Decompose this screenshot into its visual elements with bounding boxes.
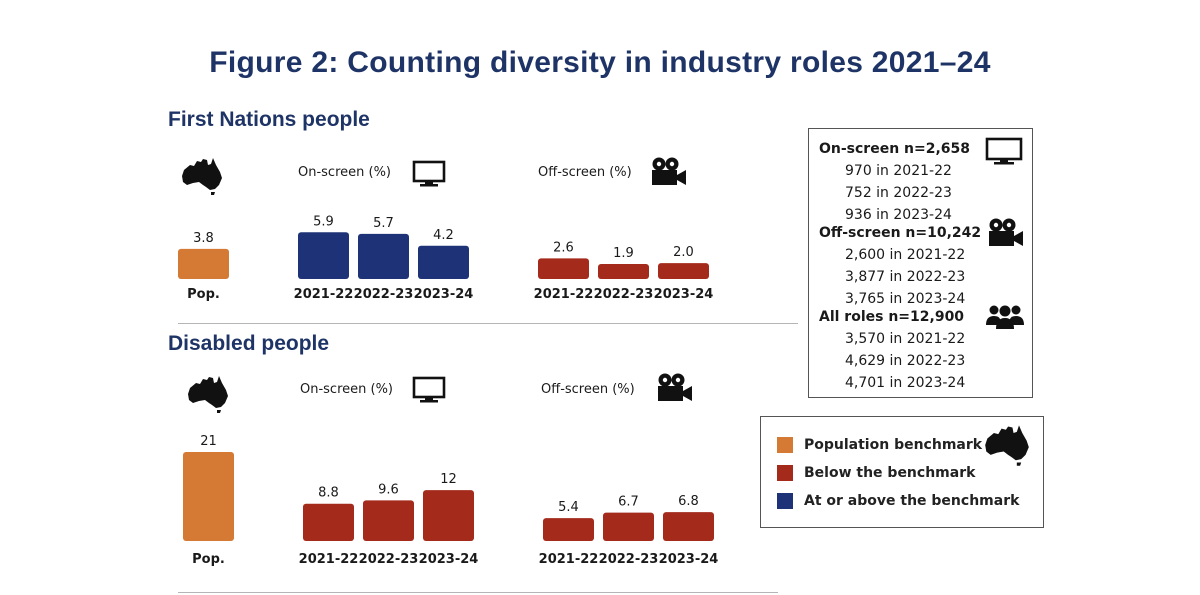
film-camera-icon (989, 218, 1023, 246)
legend-label: Below the benchmark (804, 465, 976, 481)
off-screen-sample-line: 3,765 in 2023-24 (845, 291, 966, 307)
bar (663, 512, 714, 541)
bar (418, 245, 469, 279)
bar-value-label: 6.7 (618, 495, 639, 510)
off-screen-sample-line: 2,600 in 2021-22 (845, 247, 966, 263)
figure-title: Figure 2: Counting diversity in industry… (209, 46, 991, 79)
bar (423, 490, 474, 541)
legend-swatch (777, 493, 793, 509)
bar (603, 512, 654, 541)
tv-icon (985, 137, 1023, 165)
section-title-disabled: Disabled people (168, 332, 330, 355)
panel-heading: On-screen (%) (300, 382, 393, 397)
on-screen-sample-line: 936 in 2023-24 (845, 207, 952, 223)
all-roles-sample-line: 4,701 in 2023-24 (845, 375, 966, 391)
category-label: Pop. (187, 287, 220, 302)
section-divider (178, 323, 798, 324)
australia-map-icon (188, 376, 228, 413)
off-screen-sample-heading: Off-screen n=10,242 (819, 225, 982, 241)
people-group-icon (986, 305, 1024, 329)
legend: Population benchmark Below the benchmark… (760, 416, 1044, 528)
bar (538, 258, 589, 279)
panel-heading: On-screen (%) (298, 165, 391, 180)
bar (303, 503, 354, 541)
bar-value-label: 21 (200, 434, 217, 449)
tv-icon (412, 160, 446, 187)
bar (543, 518, 594, 541)
legend-item-below: Below the benchmark (777, 464, 975, 482)
legend-item-population: Population benchmark (777, 436, 982, 454)
bar-value-label: 5.4 (558, 500, 579, 515)
category-label: 2022-23 (359, 552, 419, 567)
legend-swatch (777, 437, 793, 453)
bar-value-label: 12 (440, 472, 457, 487)
bar-value-label: 2.0 (673, 245, 694, 260)
category-label: 2021-22 (294, 287, 354, 302)
bar-value-label: 9.6 (378, 482, 399, 497)
bar-value-label: 6.8 (678, 494, 699, 509)
bar (363, 500, 414, 541)
australia-map-icon (985, 425, 1029, 466)
bar (358, 233, 409, 279)
all-roles-sample-line: 4,629 in 2022-23 (845, 353, 966, 369)
film-camera-icon (658, 373, 692, 401)
australia-map-icon (182, 158, 222, 195)
section-title-first-nations: First Nations people (168, 108, 370, 131)
film-camera-icon (652, 157, 686, 185)
on-screen-sample-line: 752 in 2022-23 (845, 185, 952, 201)
bar-value-label: 3.8 (193, 231, 214, 246)
off-screen-sample-line: 3,877 in 2022-23 (845, 269, 966, 285)
bottom-divider (178, 592, 778, 593)
bar-value-label: 5.7 (373, 216, 394, 231)
all-roles-sample-heading: All roles n=12,900 (819, 309, 965, 325)
category-label: 2022-23 (594, 287, 654, 302)
bar (598, 263, 649, 279)
bar (178, 248, 229, 279)
category-label: Pop. (192, 552, 225, 567)
bar-value-label: 2.6 (553, 240, 574, 255)
bar (658, 263, 709, 279)
bar-value-label: 4.2 (433, 228, 454, 243)
sample-size-box: On-screen n=2,658 970 in 2021-22 752 in … (808, 128, 1033, 398)
bar (183, 452, 234, 541)
on-screen-sample-line: 970 in 2021-22 (845, 163, 952, 179)
category-label: 2022-23 (599, 552, 659, 567)
tv-icon (412, 376, 446, 403)
category-label: 2023-24 (419, 552, 479, 567)
bar-value-label: 8.8 (318, 486, 339, 501)
on-screen-sample-heading: On-screen n=2,658 (819, 141, 971, 157)
bar-value-label: 5.9 (313, 214, 334, 229)
category-label: 2023-24 (654, 287, 714, 302)
category-label: 2021-22 (299, 552, 359, 567)
all-roles-sample-line: 3,570 in 2021-22 (845, 331, 966, 347)
category-label: 2023-24 (659, 552, 719, 567)
legend-item-above: At or above the benchmark (777, 492, 1019, 510)
bar (298, 232, 349, 279)
legend-label: Population benchmark (804, 437, 983, 453)
legend-swatch (777, 465, 793, 481)
category-label: 2021-22 (534, 287, 594, 302)
panel-heading: Off-screen (%) (538, 165, 632, 180)
legend-label: At or above the benchmark (804, 493, 1020, 509)
chart-canvas: 3.8 Pop. On-screen (%) 5.9 2021-22 5.7 2022-23… (178, 165, 719, 567)
panel-heading: Off-screen (%) (541, 382, 635, 397)
category-label: 2022-23 (354, 287, 414, 302)
bar-value-label: 1.9 (613, 246, 634, 261)
category-label: 2023-24 (414, 287, 474, 302)
category-label: 2021-22 (539, 552, 599, 567)
